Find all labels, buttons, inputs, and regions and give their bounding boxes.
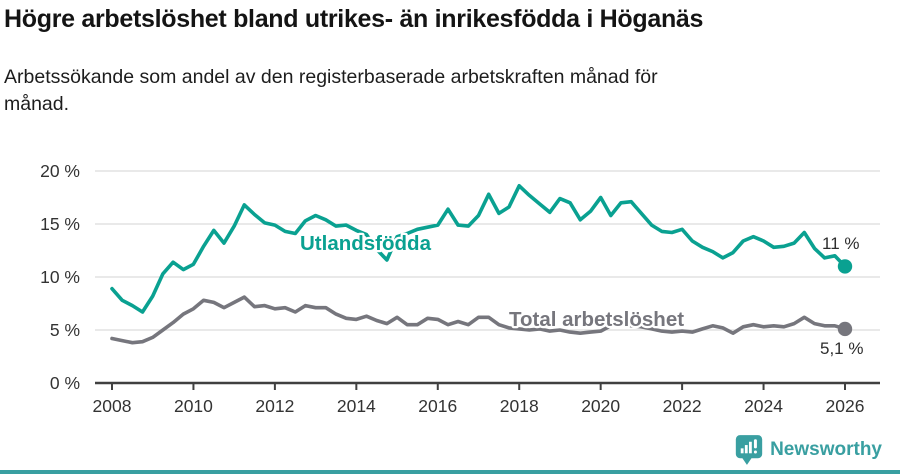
chart-subtitle: Arbetssökande som andel av den registerb… [4,66,658,115]
y-tick-label: 0 % [50,373,80,393]
y-tick-label: 15 % [40,214,80,234]
x-tick-label-2008: 2008 [93,396,132,416]
series-end-dot-0 [837,259,853,274]
x-tick-label-2016: 2016 [418,396,457,416]
brand-bottom-bar [0,470,900,474]
series-end-dot-1 [837,321,853,337]
y-tick-label: 5 % [50,320,80,340]
x-tick-label-2014: 2014 [337,396,376,416]
x-tick-label-2020: 2020 [581,396,620,416]
x-tick-label-2024: 2024 [744,396,783,416]
newsworthy-logo[interactable]: Newsworthy [735,434,882,466]
x-tick-label-2026: 2026 [826,396,865,416]
series-label-0: Utlandsfödda [300,232,432,255]
x-tick-label-2010: 2010 [174,396,213,416]
series-label-1: Total arbetslöshet [509,308,684,331]
x-tick-label-2018: 2018 [500,396,539,416]
newsworthy-wordmark: Newsworthy [770,439,882,460]
y-tick-label: 20 % [40,161,80,181]
series-line-0 [110,184,847,314]
x-tick-label-2022: 2022 [663,396,702,416]
x-tick-label-2012: 2012 [255,396,294,416]
series-end-value-0: 11 % [822,234,860,253]
series-end-value-1: 5,1 % [820,339,863,358]
series-line-1 [110,295,847,345]
page-title: Högre arbetslöshet bland utrikes- än inr… [4,5,704,33]
newsworthy-pin-barchart-icon [735,435,763,465]
y-tick-label: 10 % [40,267,80,287]
